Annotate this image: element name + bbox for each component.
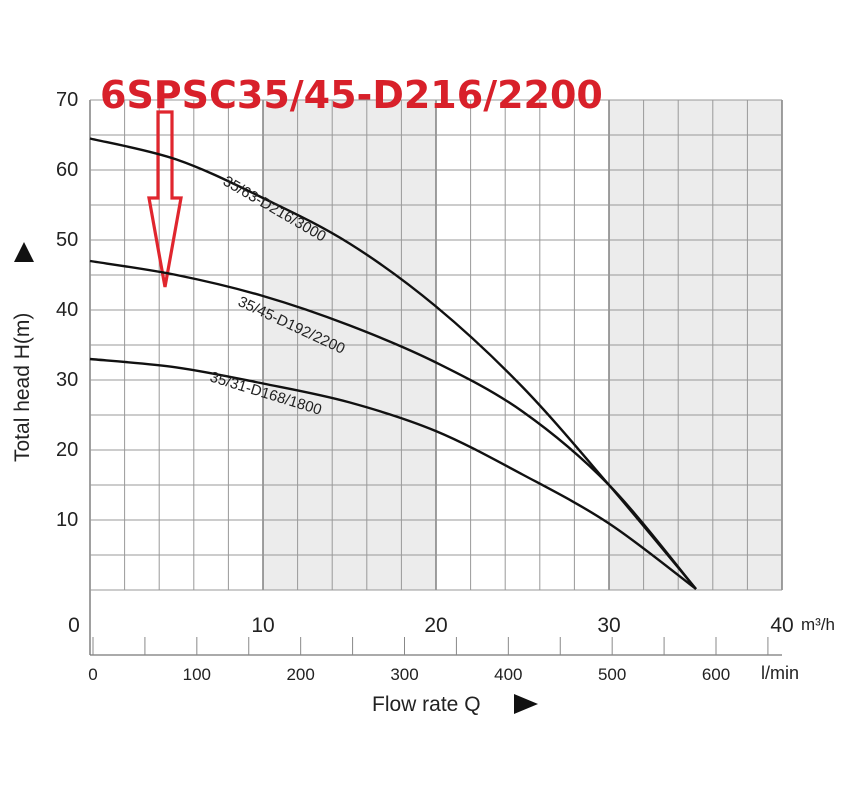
x2-tick-label: 400 [494, 665, 522, 684]
x2-axis-unit-label: l/min [761, 663, 799, 683]
x2-tick-label: 600 [702, 665, 730, 684]
y-tick-label: 20 [56, 439, 78, 461]
x-tick-label: 40 [770, 614, 793, 637]
y-tick-label: 30 [56, 369, 78, 391]
y-tick-label: 60 [56, 159, 78, 181]
series-line [89, 357, 697, 590]
x2-axis-ticks: 0 100 200 300 400 500 600 [88, 665, 730, 684]
y-tick-label: 70 [56, 89, 78, 111]
x-tick-label: 10 [251, 614, 274, 637]
y-tick-label: 50 [56, 229, 78, 251]
y-tick-label: 40 [56, 299, 78, 321]
x-axis-ticks: 0 10 20 30 40 [68, 614, 794, 637]
y-axis-label: Total head H(m) [11, 313, 34, 462]
indicator-arrow [147, 110, 183, 288]
y-tick-label: 10 [56, 509, 78, 531]
x-tick-label: 30 [597, 614, 620, 637]
x2-tick-label: 500 [598, 665, 626, 684]
x-axis-arrow-icon [514, 694, 538, 714]
x2-tick-label: 300 [390, 665, 418, 684]
chart-title: 6SPSC35/45-D216/2200 [100, 73, 603, 117]
x-axis-unit-label: m³/h [801, 615, 835, 634]
x2-tick-label: 100 [183, 665, 211, 684]
y-axis-arrow-icon [14, 242, 34, 262]
x-tick-label: 20 [424, 614, 447, 637]
arrow-icon [147, 110, 183, 288]
grid-lines [89, 99, 783, 656]
x-axis-label: Flow rate Q [372, 693, 481, 716]
x2-tick-label: 0 [88, 665, 97, 684]
series-line [89, 259, 697, 590]
x2-tick-label: 200 [286, 665, 314, 684]
x-tick-label: 0 [68, 614, 80, 637]
y-axis-ticks: 10 20 30 40 50 60 70 [56, 89, 78, 531]
